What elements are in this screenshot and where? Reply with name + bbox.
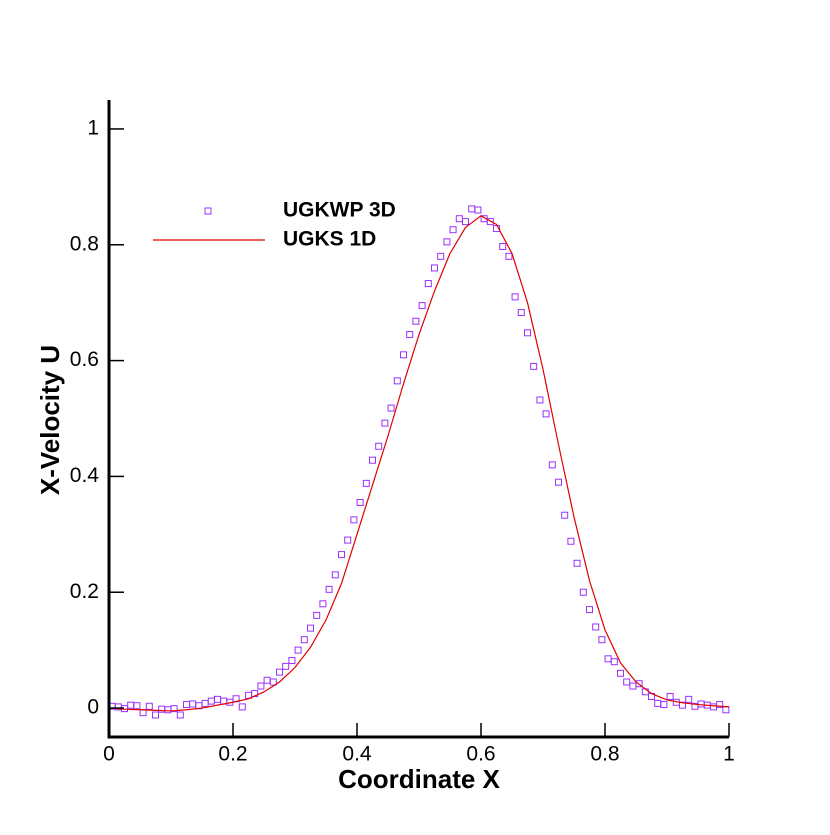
legend-label: UGKWP 3D [283, 199, 396, 222]
marker [369, 456, 376, 464]
marker [338, 551, 345, 559]
marker [300, 636, 308, 644]
marker [133, 702, 141, 710]
marker [579, 588, 587, 596]
marker [145, 702, 153, 710]
marker [381, 419, 389, 427]
marker [362, 479, 370, 487]
marker [257, 682, 265, 690]
marker [170, 705, 178, 713]
y-tick-label: 0.8 [70, 232, 99, 255]
x-tick-label: 0.2 [218, 743, 247, 766]
marker [486, 218, 494, 226]
marker [499, 243, 507, 251]
marker [536, 396, 544, 404]
marker [356, 498, 364, 506]
y-tick-label: 0.4 [70, 464, 100, 487]
marker [288, 657, 296, 665]
marker [660, 701, 668, 709]
x-tick-label: 0 [103, 743, 115, 766]
marker [431, 264, 438, 272]
y-tick-label: 0 [87, 696, 99, 719]
marker [462, 218, 469, 226]
y-axis-label: X-Velocity U [35, 345, 65, 495]
marker [679, 701, 686, 709]
marker [542, 410, 550, 418]
marker [666, 692, 674, 700]
marker [617, 669, 624, 677]
marker [393, 377, 401, 385]
marker [294, 646, 302, 654]
marker [437, 252, 445, 260]
marker [598, 636, 606, 644]
marker [238, 703, 246, 711]
marker [685, 695, 693, 703]
marker [586, 606, 593, 614]
marker [406, 331, 414, 339]
x-tick-label: 0.8 [590, 743, 619, 766]
marker [176, 711, 184, 719]
marker [517, 309, 525, 317]
marker [555, 478, 562, 486]
x-tick-label: 1 [723, 743, 735, 766]
marker [623, 678, 631, 686]
marker [152, 711, 159, 719]
y-tick-label: 1 [87, 117, 99, 140]
marker [424, 280, 432, 288]
marker [418, 302, 426, 310]
marker [548, 461, 556, 469]
marker [375, 442, 383, 450]
marker [269, 678, 277, 686]
marker [319, 600, 327, 608]
x-tick-label: 0.6 [466, 743, 495, 766]
x-tick-label: 0.4 [342, 743, 372, 766]
marker [573, 559, 581, 567]
marker [567, 537, 575, 545]
marker [344, 536, 352, 544]
legend-marker [204, 207, 212, 215]
marker [331, 571, 339, 579]
marker [313, 611, 321, 619]
marker [412, 317, 420, 325]
marker [635, 680, 643, 688]
y-tick-label: 0.2 [70, 580, 99, 603]
marker [307, 624, 314, 632]
y-tick-label: 0.6 [70, 348, 99, 371]
marker [610, 658, 618, 666]
marker [561, 511, 569, 519]
line [108, 215, 730, 712]
marker [530, 362, 538, 370]
marker [350, 516, 358, 524]
marker [592, 623, 600, 631]
marker [443, 238, 451, 246]
marker [449, 226, 457, 234]
marker [474, 206, 482, 214]
marker [716, 701, 724, 709]
marker [524, 329, 531, 337]
marker [511, 293, 519, 301]
marker [505, 252, 513, 260]
x-axis-label: Coordinate X [338, 764, 500, 794]
marker [387, 404, 395, 412]
marker [282, 662, 290, 670]
marker [400, 351, 407, 359]
marker [276, 668, 283, 676]
legend-label: UGKS 1D [283, 228, 376, 251]
marker [325, 585, 333, 593]
